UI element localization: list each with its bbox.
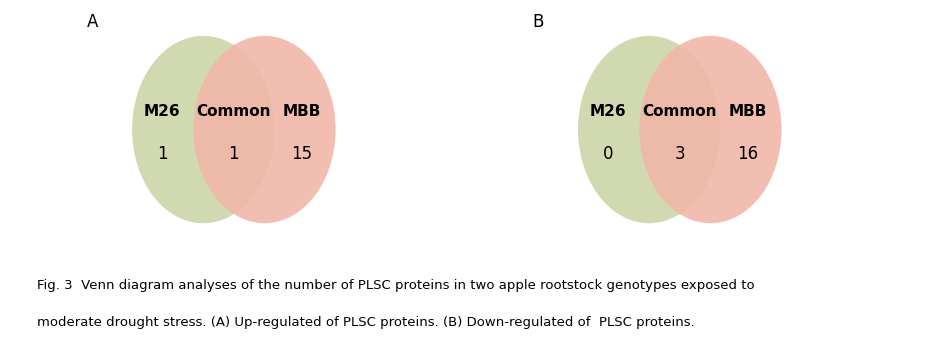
Text: Common: Common <box>642 104 716 119</box>
Text: MBB: MBB <box>728 104 766 119</box>
Text: Fig. 3  Venn diagram analyses of the number of PLSC proteins in two apple rootst: Fig. 3 Venn diagram analyses of the numb… <box>37 279 754 292</box>
Text: A: A <box>87 13 98 31</box>
Ellipse shape <box>577 36 719 223</box>
Text: moderate drought stress. (A) Up-regulated of PLSC proteins. (B) Down-regulated o: moderate drought stress. (A) Up-regulate… <box>37 316 694 329</box>
Text: B: B <box>533 13 544 31</box>
Text: 16: 16 <box>736 145 757 163</box>
Text: Common: Common <box>197 104 271 119</box>
Text: 1: 1 <box>228 145 238 163</box>
Ellipse shape <box>638 36 780 223</box>
Text: MBB: MBB <box>282 104 320 119</box>
Text: 0: 0 <box>602 145 612 163</box>
Text: M26: M26 <box>144 104 180 119</box>
Text: 15: 15 <box>290 145 312 163</box>
Text: 1: 1 <box>157 145 167 163</box>
Ellipse shape <box>193 36 335 223</box>
Ellipse shape <box>132 36 274 223</box>
Text: M26: M26 <box>589 104 625 119</box>
Text: 3: 3 <box>674 145 684 163</box>
